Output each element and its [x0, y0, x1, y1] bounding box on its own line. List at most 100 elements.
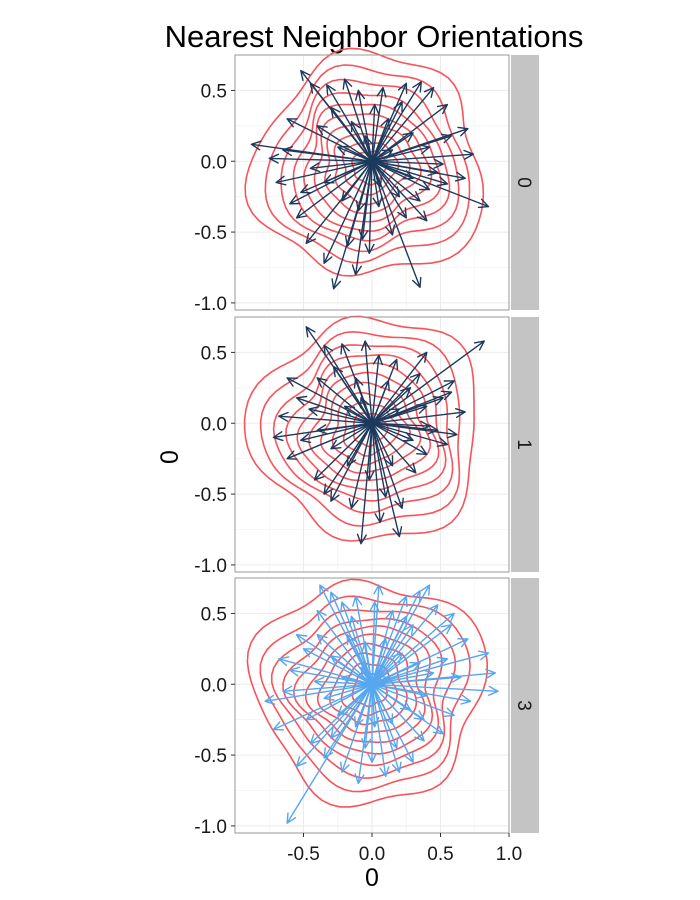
x-axis-title: 0 [365, 864, 379, 892]
vector-arrow [316, 609, 373, 685]
vector-arrow [371, 683, 455, 717]
vector-arrow [371, 81, 422, 162]
vector-arrow [371, 86, 387, 162]
vector-arrow [371, 624, 453, 685]
y-tick-label: -1.0 [194, 817, 227, 838]
y-axis: 0.5 0.0 -0.5 -1.0 [194, 81, 235, 315]
panel-border [234, 54, 510, 311]
vector-arrow [371, 422, 385, 524]
vector-arrow [371, 373, 421, 424]
contour-line [270, 609, 457, 779]
vector-arrow [371, 604, 439, 685]
contour-line [316, 642, 418, 734]
vector-arrow [371, 650, 490, 685]
vector-arrow [360, 340, 373, 424]
vector-arrow [371, 380, 390, 424]
vector-arrow [371, 160, 422, 288]
vector-arrow [371, 160, 407, 219]
vector-arrow [275, 160, 373, 186]
vector-arrow [332, 365, 373, 424]
vector-arrow [272, 683, 373, 731]
vector-arrow [371, 615, 407, 685]
facet-strip-label: 3 [513, 700, 534, 711]
vector-arrow [371, 422, 389, 498]
vector-arrow [371, 683, 425, 742]
facet-panel: 0 0.5 0.0 -0.5 -1.0 [194, 47, 539, 315]
x-tick-label: 0.5 [427, 844, 453, 865]
facet-strip [511, 55, 539, 310]
vector-arrow [371, 160, 428, 222]
vector-arrow [342, 78, 373, 162]
vector-arrow [371, 683, 402, 773]
vector-arrow [343, 405, 373, 424]
vector-arrow [371, 669, 435, 685]
contour-line [259, 595, 471, 793]
vector-arrow [371, 158, 444, 169]
vector-arrow [337, 145, 373, 162]
vector-arrow [371, 612, 455, 685]
vector-arrow [371, 354, 383, 424]
contour-line [259, 330, 461, 527]
vector-arrow [305, 683, 373, 721]
vector-arrow [371, 160, 449, 187]
vector-arrow [330, 106, 373, 162]
y-tick-label: 0.0 [201, 414, 227, 435]
vector-arrow [371, 408, 466, 424]
y-axis-title: 0 [156, 450, 184, 464]
y-tick-label: 0.0 [201, 675, 227, 696]
vector-arrow [371, 422, 403, 538]
vector-arrow [371, 683, 399, 749]
vector-arrow [295, 395, 373, 424]
vector-arrow [371, 672, 462, 685]
vector-arrow [330, 683, 373, 739]
x-axis: -0.5 0.0 0.5 1.0 [287, 833, 522, 865]
vector-arrow [351, 160, 373, 276]
vector-arrow [371, 656, 449, 685]
contour-line [296, 362, 440, 492]
vector-arrow [326, 84, 373, 162]
vector-arrow [316, 422, 373, 435]
vector-arrow [355, 160, 373, 212]
y-tick-label: -0.5 [194, 746, 227, 767]
y-tick-label: -1.0 [194, 556, 227, 577]
vector-arrow [371, 160, 383, 188]
vector-arrow [295, 160, 373, 219]
orientation-arrows [272, 326, 485, 545]
vector-arrow [371, 624, 414, 685]
vector-arrow [371, 683, 428, 699]
contour-line [272, 344, 454, 514]
orientation-arrows [264, 584, 499, 824]
vector-arrow [316, 377, 373, 424]
vector-arrow [371, 351, 428, 424]
vector-arrow [371, 683, 499, 696]
vector-arrow [355, 89, 373, 162]
vector-arrow [302, 648, 373, 685]
vector-arrow [364, 422, 375, 481]
vector-arrow [371, 422, 414, 442]
vector-arrow [309, 160, 373, 173]
vector-arrow [308, 406, 373, 424]
vector-arrow [371, 133, 453, 162]
vector-arrow [371, 422, 394, 467]
vector-arrow [282, 683, 373, 696]
vector-arrow [356, 422, 373, 545]
vector-arrow [364, 160, 375, 254]
density-contours [246, 578, 488, 808]
facet-strip [511, 317, 539, 572]
vector-arrow [361, 683, 373, 749]
vector-arrow [313, 676, 373, 687]
vector-arrow [371, 683, 390, 777]
vector-arrow [361, 641, 373, 685]
vector-arrow [323, 422, 373, 495]
vector-arrow [350, 120, 373, 162]
vector-arrow [369, 103, 380, 162]
vector-arrow [286, 422, 373, 460]
vector-arrow [316, 634, 373, 685]
contour-line [282, 617, 443, 767]
vector-arrow [286, 683, 373, 824]
vector-arrow [295, 634, 373, 685]
y-tick-label: 0.5 [201, 81, 227, 102]
vector-arrow [371, 390, 453, 424]
vector-arrow [371, 422, 449, 447]
